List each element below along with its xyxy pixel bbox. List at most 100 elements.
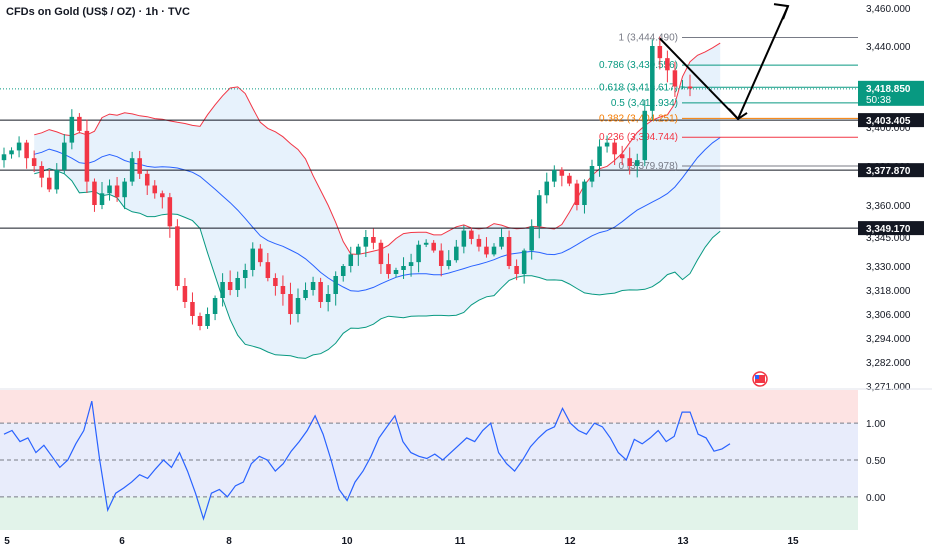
price-axis: 3,460.0003,440.0003,400.0003,380.0003,36… [858,4,924,393]
candle-body [107,185,112,194]
price-tick-label: 3,345.000 [866,233,911,244]
candle-body [506,237,512,266]
fib-level-label: 0.382 (3,404.251) [599,113,678,124]
candle-body [46,177,52,190]
candle-body [77,116,82,131]
candle-body [650,46,655,111]
candle-body [212,298,218,314]
flag-canton [755,375,759,379]
projection-head-up [773,3,790,20]
bollinger-bands [34,42,721,359]
upper-band-line [34,42,721,255]
level-tag-bg [858,221,924,236]
candle-body [175,226,180,286]
candle-body [92,181,97,205]
candle-body [552,169,557,182]
fib-level-label: 0 (3,379.978) [619,161,679,172]
last-price-value: 3,418.850 [866,84,911,95]
bar-countdown: 50:38 [866,95,891,106]
candle-body [619,154,625,159]
candle-body [567,175,572,184]
candle-body [137,158,142,174]
osc-overbought-zone [0,390,858,424]
level-tag-label: 3,349.170 [866,224,911,235]
candle-body [401,266,406,270]
candle-body [227,282,233,290]
oscillator-pane: 1.00 0.50 0.00 [0,390,886,530]
fib-level-label: 1 (3,444.490) [619,32,679,43]
price-tick-label: 3,294.000 [866,334,911,345]
candle-body [348,254,354,266]
lower-band-line [34,168,721,359]
candle-body [9,150,14,155]
osc-tick-label: 0.50 [866,456,886,467]
candle-body [273,278,278,286]
candle-body [469,230,474,239]
candle-body [114,185,120,198]
candle-body [295,298,301,314]
candle-body [461,230,467,247]
candle-body [612,142,617,155]
candle-body [657,46,663,59]
candle-body [242,270,248,278]
candle-body [16,142,22,151]
price-tick-label: 3,460.000 [866,4,911,15]
time-tick-label: 12 [564,536,576,547]
candle-body [680,86,685,88]
candle-body [484,246,489,255]
candle-body [408,262,414,266]
time-tick-label: 10 [341,536,353,547]
candle-body [280,286,286,294]
candle-body [310,282,316,290]
candle-body [340,266,346,276]
price-tick-label: 3,440.000 [866,42,911,53]
chart-title: CFDs on Gold (US$ / OZ) · 1h · TVC [6,6,190,18]
candle-body [559,169,565,176]
candle-body [521,250,527,274]
last-price-tag-bg [858,80,924,106]
us-flag-icon [752,371,768,387]
candle-body [318,282,323,302]
candle-body [220,282,225,298]
candle-body [54,169,60,190]
level-tag-label: 3,377.870 [866,166,911,177]
candle-body [529,226,534,251]
candle-body [363,237,369,247]
candle-body [152,185,158,194]
time-axis: 5 6 8 10 11 12 13 15 [4,536,799,547]
candle-body [24,142,29,159]
candle-body [62,142,67,170]
time-tick-label: 15 [787,536,799,547]
fib-level-label: 0.786 (3,430.556) [599,60,678,71]
candle-body [182,286,188,302]
candle-body [604,142,610,147]
candle-body [1,154,7,161]
candle-body [431,242,436,251]
candle-body [288,294,293,314]
osc-oversold-zone [0,496,858,530]
candle-body [491,246,497,255]
candle-body [69,116,75,143]
candle-body [39,166,44,178]
candle-body [303,290,308,298]
candle-body [597,146,602,166]
candle-body [160,193,165,198]
level-tag-bg [858,163,924,178]
price-tick-label: 3,306.000 [866,310,911,321]
fib-level-label: 0.618 (3,419.617) [599,82,678,93]
candle-body [446,260,452,266]
candle-body [582,181,587,205]
candle-body [371,237,376,243]
time-tick-label: 11 [455,536,466,547]
osc-tick-label: 1.00 [866,419,886,430]
time-tick-label: 8 [226,536,232,547]
candle-body [634,160,640,166]
candle-body [31,158,37,166]
price-tick-label: 3,318.000 [866,286,911,297]
price-tick-label: 3,330.000 [866,262,911,273]
candle-body [476,238,482,247]
level-tag-bg [858,113,924,128]
candle-body [438,250,444,266]
price-tick-label: 3,400.000 [866,123,911,134]
